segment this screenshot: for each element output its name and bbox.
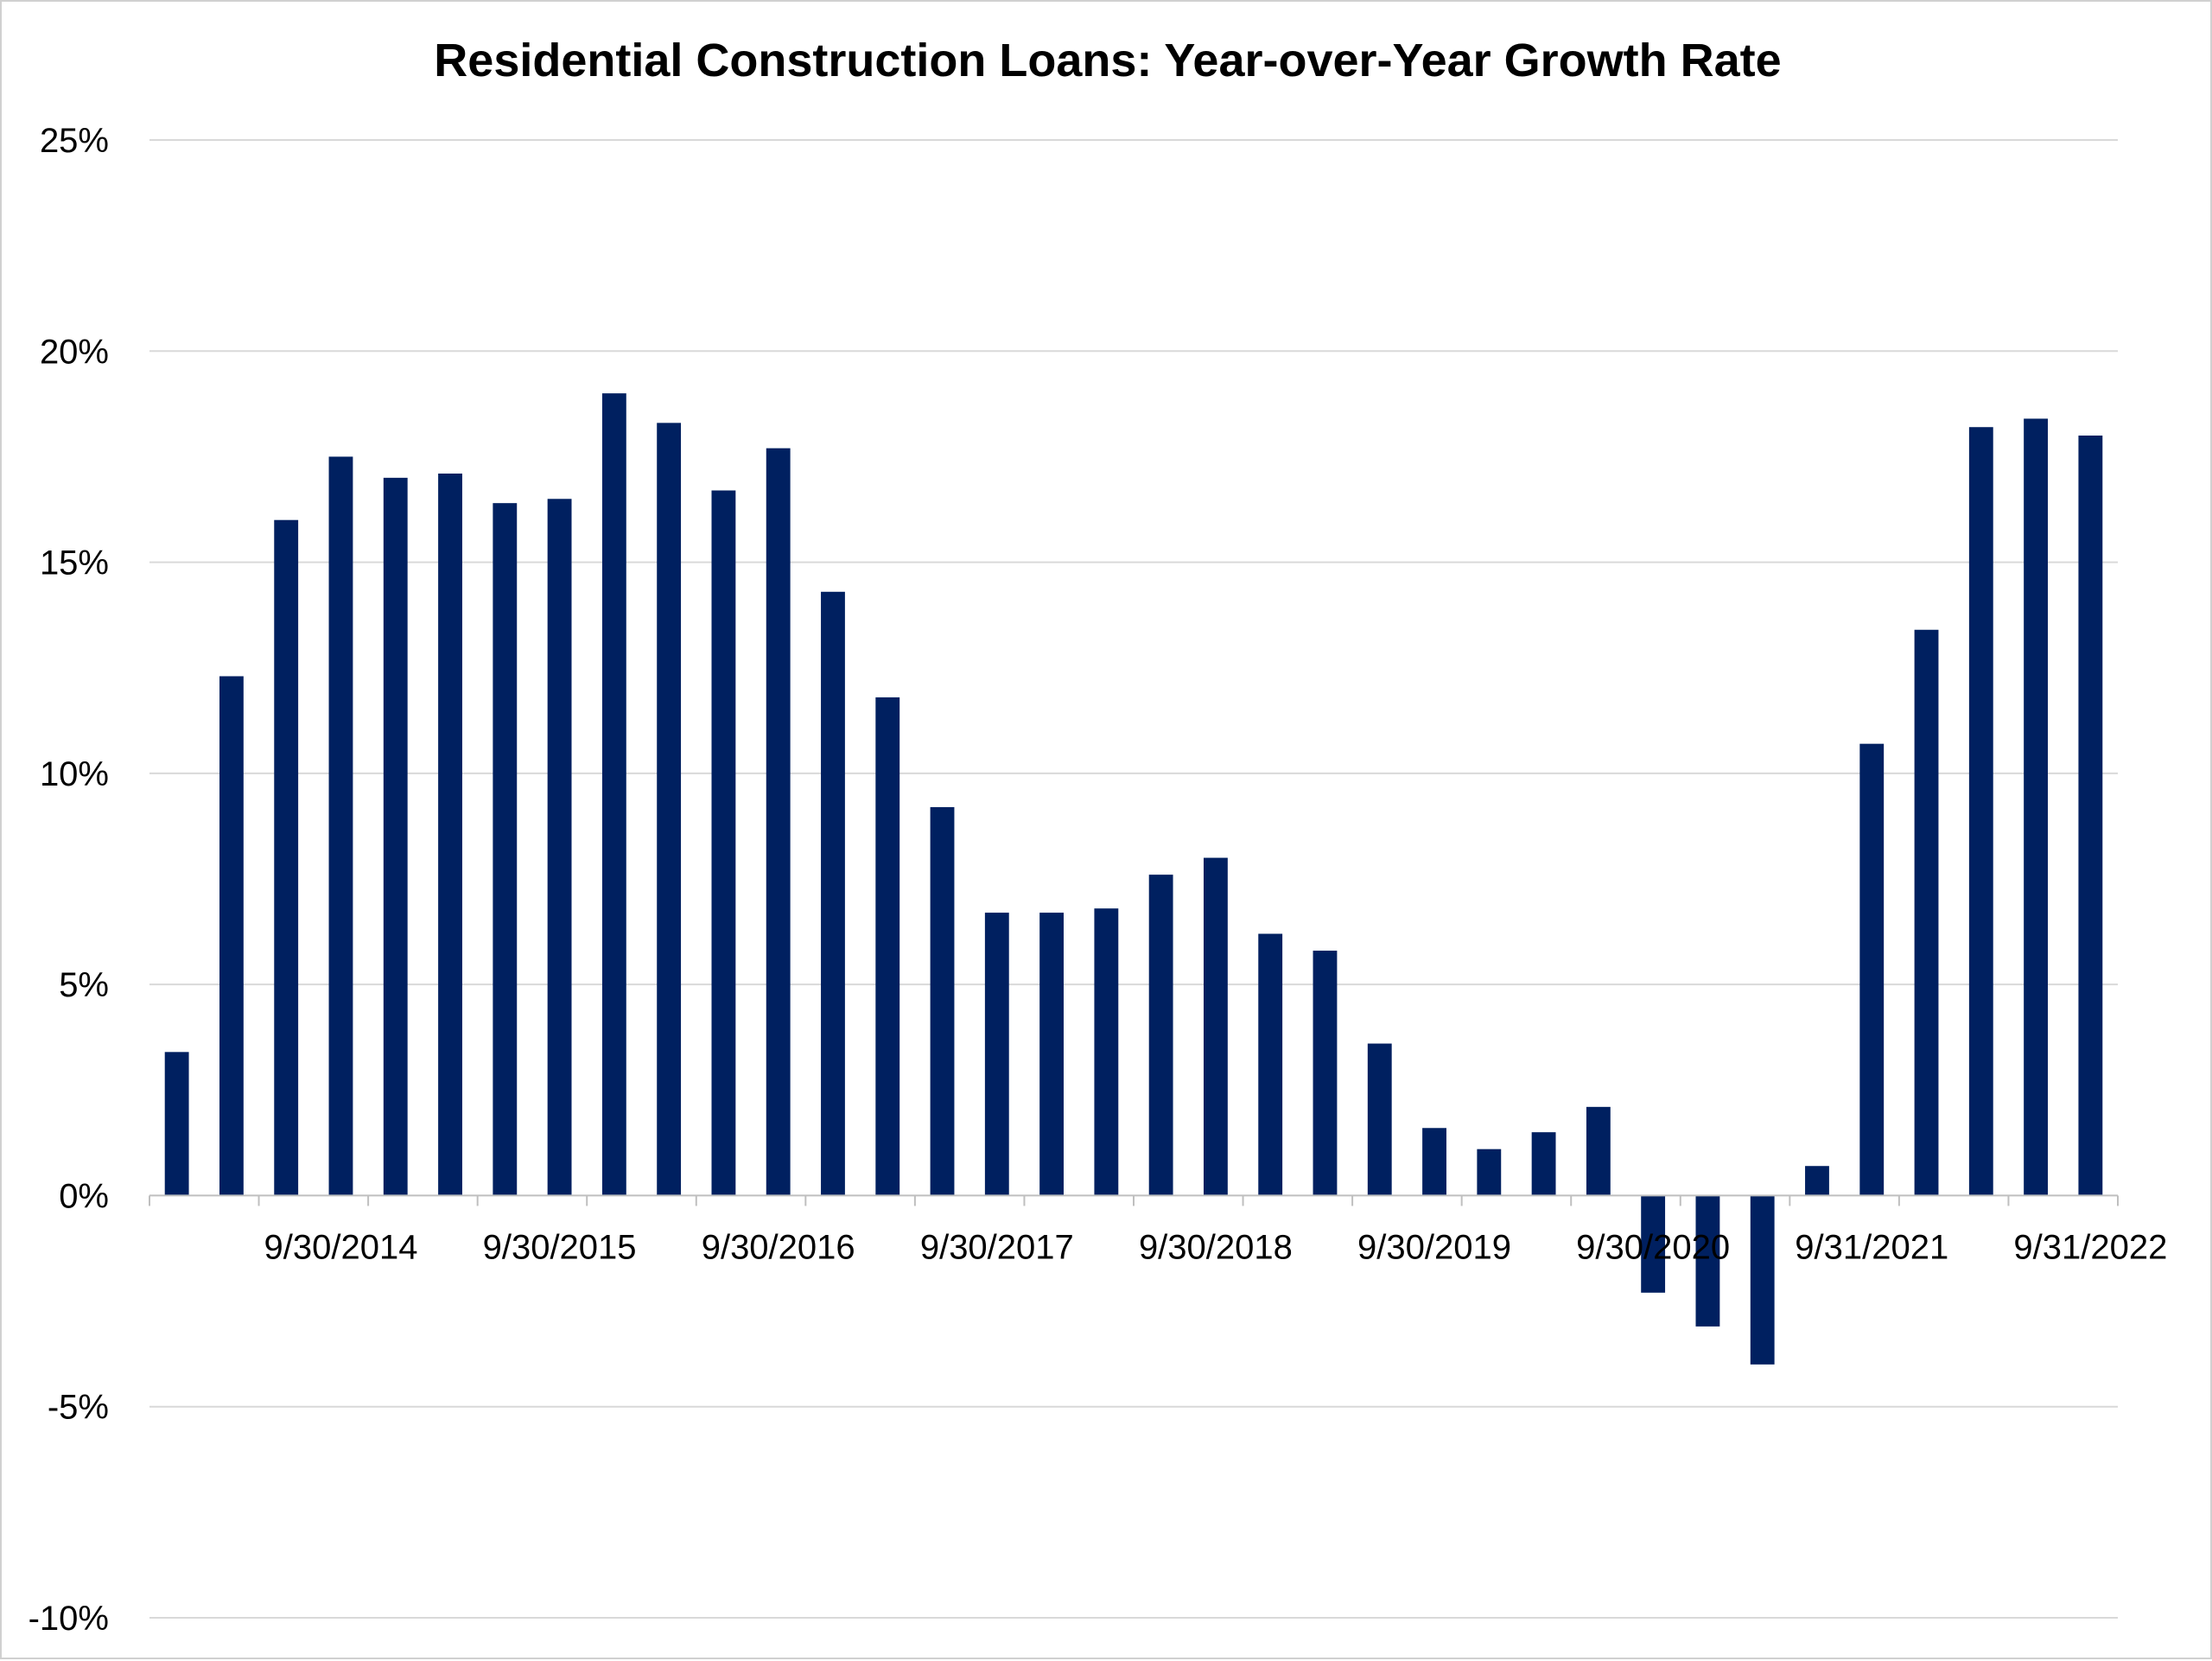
chart-title: Residential Construction Loans: Year-ove…	[434, 35, 1781, 86]
x-tick-label: 9/31/2021	[1795, 1228, 1948, 1266]
bar	[1203, 857, 1228, 1196]
bar	[1148, 875, 1173, 1196]
bars	[164, 393, 2103, 1365]
bar	[1586, 1106, 1611, 1196]
bar	[766, 448, 791, 1196]
y-tick-label: 5%	[59, 966, 109, 1004]
bar	[547, 499, 572, 1196]
bar	[1805, 1166, 1829, 1196]
bar	[493, 503, 518, 1196]
x-tick-label: 9/31/2022	[2013, 1228, 2167, 1266]
bar	[984, 913, 1009, 1196]
y-tick-label: 25%	[40, 122, 109, 160]
x-tick-label: 9/30/2015	[483, 1228, 637, 1266]
y-tick-label: 15%	[40, 544, 109, 582]
bar	[383, 477, 408, 1196]
bar	[2078, 436, 2103, 1196]
y-tick-label: 20%	[40, 333, 109, 371]
bar	[821, 591, 845, 1196]
x-tick-label: 9/30/2014	[264, 1228, 417, 1266]
bar	[930, 806, 955, 1196]
bar	[1313, 951, 1338, 1196]
bar	[875, 697, 900, 1196]
x-tick-label: 9/30/2020	[1576, 1228, 1730, 1266]
bar	[1477, 1149, 1502, 1196]
gridlines	[149, 139, 2118, 1619]
bar	[1258, 933, 1283, 1196]
bar	[1695, 1195, 1720, 1327]
x-axis-tick-labels: 9/30/2014 9/30/2015 9/30/2016 9/30/2017 9/30…	[264, 1228, 2167, 1266]
bar	[219, 676, 244, 1196]
bar	[1367, 1043, 1392, 1196]
bar	[1422, 1128, 1446, 1196]
bar	[1968, 427, 1993, 1196]
y-tick-label: 0%	[59, 1177, 109, 1215]
y-tick-label: -5%	[48, 1389, 109, 1427]
bar	[1641, 1195, 1666, 1293]
bar	[601, 393, 626, 1196]
bar	[274, 519, 299, 1196]
bar	[657, 423, 682, 1196]
bar	[1531, 1132, 1556, 1196]
bar	[1094, 908, 1119, 1196]
bar	[2024, 418, 2049, 1196]
bar	[328, 456, 353, 1196]
y-tick-label: 10%	[40, 755, 109, 793]
x-tick-label: 9/30/2018	[1139, 1228, 1293, 1266]
x-tick-label: 9/30/2019	[1357, 1228, 1511, 1266]
x-tick-label: 9/30/2017	[920, 1228, 1074, 1266]
bar	[1750, 1195, 1775, 1365]
x-axis	[149, 1194, 2119, 1206]
x-tick-label: 9/30/2016	[702, 1228, 855, 1266]
bar	[1859, 743, 1885, 1196]
bar	[164, 1052, 189, 1196]
bar	[1914, 629, 1939, 1196]
y-tick-label: -10%	[29, 1600, 109, 1638]
bar	[1039, 913, 1065, 1196]
y-axis-tick-labels: 25% 20% 15% 10% 5% 0% -5% -10%	[29, 122, 109, 1638]
bar	[711, 490, 736, 1196]
bar	[438, 473, 462, 1196]
